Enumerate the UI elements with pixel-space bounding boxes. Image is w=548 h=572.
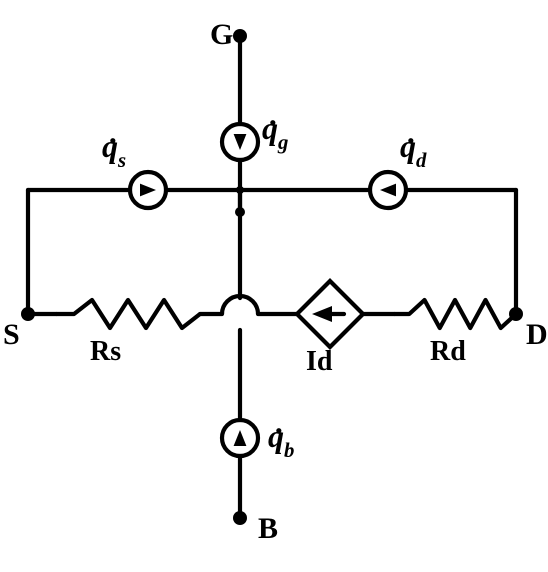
terminal-D-label: D: [526, 318, 548, 352]
Rs-label: Rs: [90, 336, 121, 368]
qb-label: .qb: [268, 418, 294, 460]
qg-label: .qg: [262, 110, 288, 152]
terminal-S-label: S: [3, 318, 20, 352]
terminal-B-label: B: [258, 512, 278, 546]
circuit-svg: [0, 0, 548, 572]
circuit-diagram: { "type": "circuit-diagram", "canvas": {…: [0, 0, 548, 572]
qd-label: .qd: [400, 128, 426, 170]
qs-label: .qs: [102, 128, 126, 170]
Rd-label: Rd: [430, 336, 466, 368]
Id-label: Id: [306, 346, 332, 378]
terminal-G-label: G: [210, 18, 233, 52]
